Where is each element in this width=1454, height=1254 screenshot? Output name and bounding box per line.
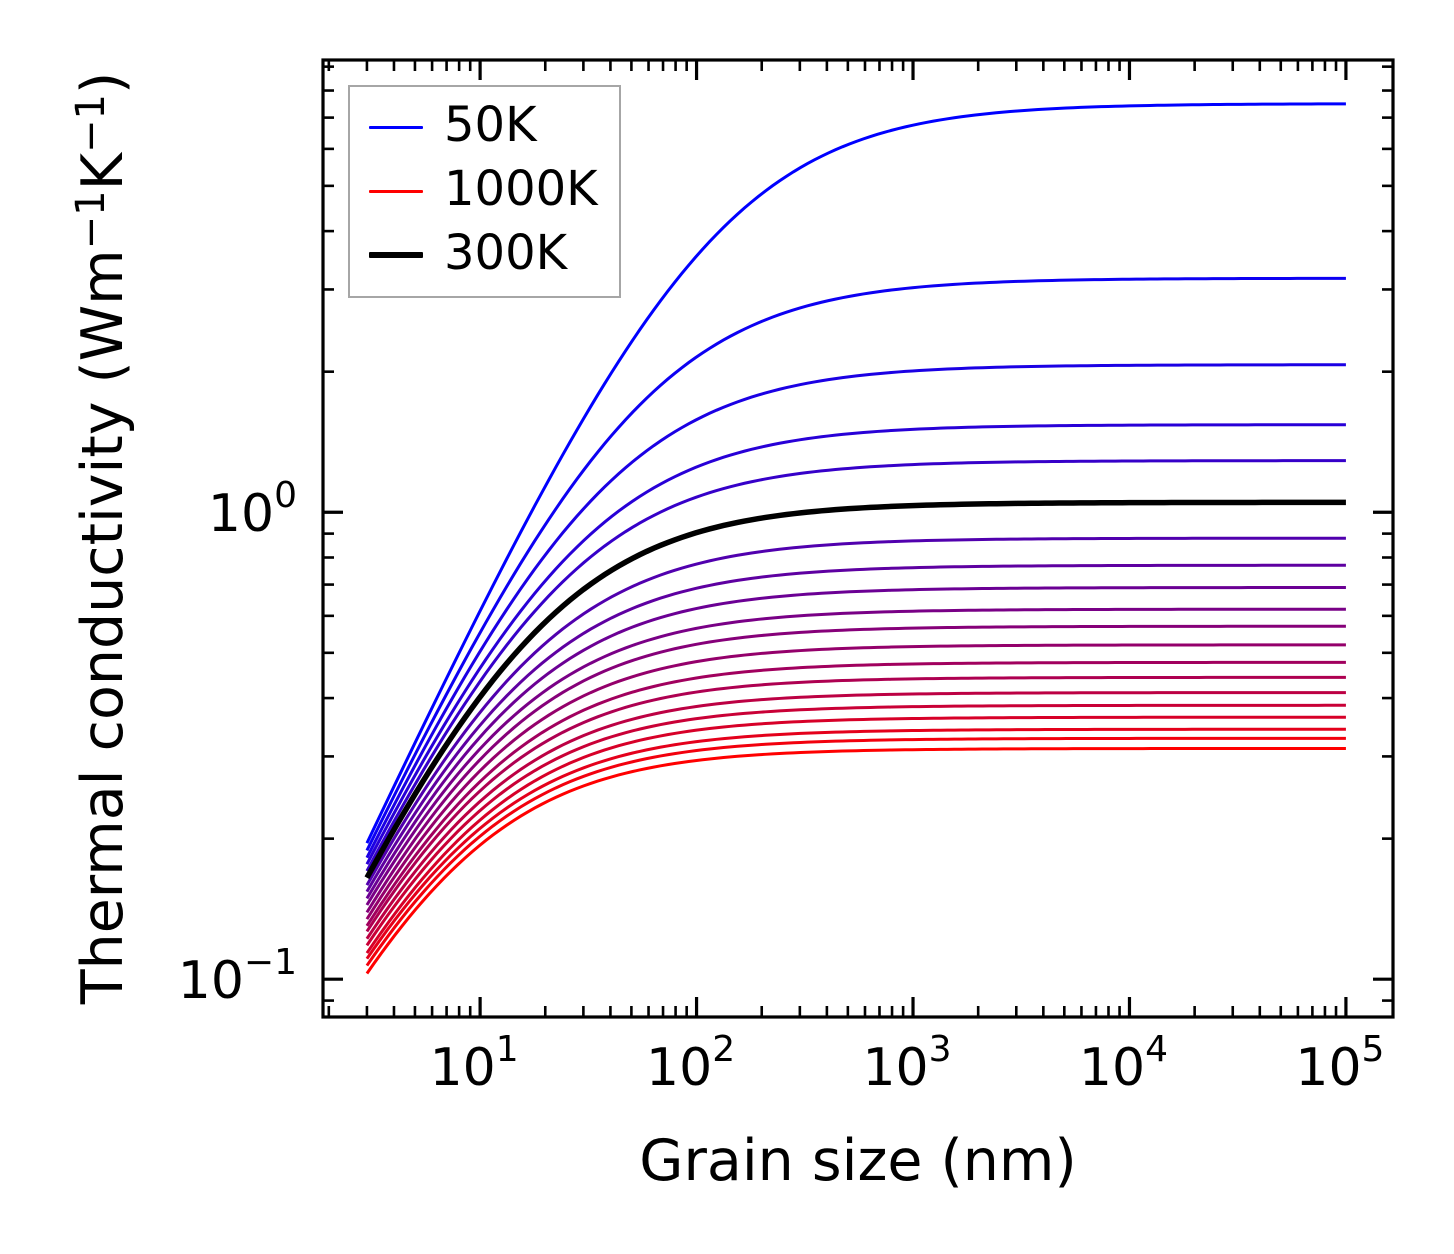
legend-label-300k: 300K (444, 225, 568, 281)
legend-line-sample-50k (369, 125, 423, 129)
tick-label-x-1: 101 (430, 1029, 519, 1098)
y-axis-label: Thermal conductivity (Wm−1​K−1​) (68, 72, 136, 1006)
curve-1000K (365, 746, 1346, 975)
curve-700K (365, 675, 1346, 933)
curve-650K (365, 660, 1346, 927)
curve-950K (365, 736, 1346, 967)
curve-200K (365, 423, 1346, 865)
tick-labels-group: 101 102 103 104 105 10−1 100 (178, 475, 1385, 1098)
legend-label-1000k: 1000K (444, 161, 598, 217)
axes-spines (321, 58, 1395, 1019)
curve-150K (365, 363, 1346, 859)
axes-frame-and-ticks (321, 58, 1395, 1019)
curve-900K (365, 727, 1346, 960)
tick-label-x-4: 104 (1079, 1029, 1168, 1098)
curve-50K (365, 102, 1346, 844)
curve-250K (365, 459, 1346, 872)
curve-550K (365, 624, 1346, 914)
tick-label-x-5: 105 (1295, 1029, 1384, 1098)
curve-600K (365, 643, 1346, 920)
legend-line-sample-1000k (369, 189, 423, 193)
curve-450K (365, 586, 1346, 900)
curve-350K (365, 536, 1346, 886)
legend-entry-1000k: 1000K (350, 159, 619, 223)
legend-entry-300k: 300K (350, 223, 619, 287)
curve-100K (365, 276, 1346, 852)
legend-line-sample-300k (369, 252, 423, 258)
curve-300K (364, 499, 1346, 880)
tick-label-y-−1: 10−1 (178, 942, 297, 1011)
curve-750K (365, 691, 1346, 940)
curve-500K (365, 607, 1346, 906)
tick-label-y-0: 100 (208, 475, 297, 544)
legend-entry-50k: 50K (350, 95, 619, 159)
curve-800K (365, 703, 1346, 947)
tick-label-x-3: 103 (862, 1029, 951, 1098)
curve-400K (365, 563, 1346, 893)
curve-850K (365, 715, 1346, 954)
tick-label-x-2: 102 (646, 1029, 735, 1098)
x-axis-label: Grain size (nm) (639, 1128, 1076, 1194)
legend-box: 50K 1000K 300K (348, 85, 621, 298)
legend-label-50k: 50K (444, 97, 537, 153)
curve-series-group (364, 102, 1346, 975)
